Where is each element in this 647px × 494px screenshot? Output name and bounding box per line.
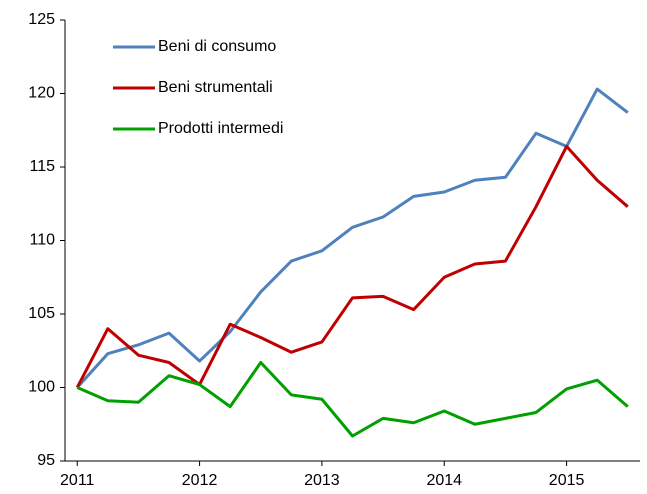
y-tick-label: 95 [37,452,55,469]
series-line [76,87,629,389]
y-tick-label: 105 [28,305,55,322]
y-tick-label: 115 [29,158,55,175]
x-tick-label: 2015 [549,472,585,489]
y-tick-label: 110 [29,232,55,249]
x-tick-label: 2013 [304,472,340,489]
series-line [76,361,629,438]
x-tick-label: 2011 [60,472,95,489]
legend-label: Beni di consumo [158,38,276,55]
legend-label: Prodotti intermedi [158,120,283,137]
y-tick-label: 120 [28,85,55,102]
legend-label: Beni strumentali [158,79,273,96]
series-line [75,144,629,389]
y-tick-label: 100 [28,379,55,396]
x-tick-label: 2014 [426,472,462,489]
x-tick-label: 2012 [182,472,218,489]
y-tick-label: 125 [28,11,55,28]
